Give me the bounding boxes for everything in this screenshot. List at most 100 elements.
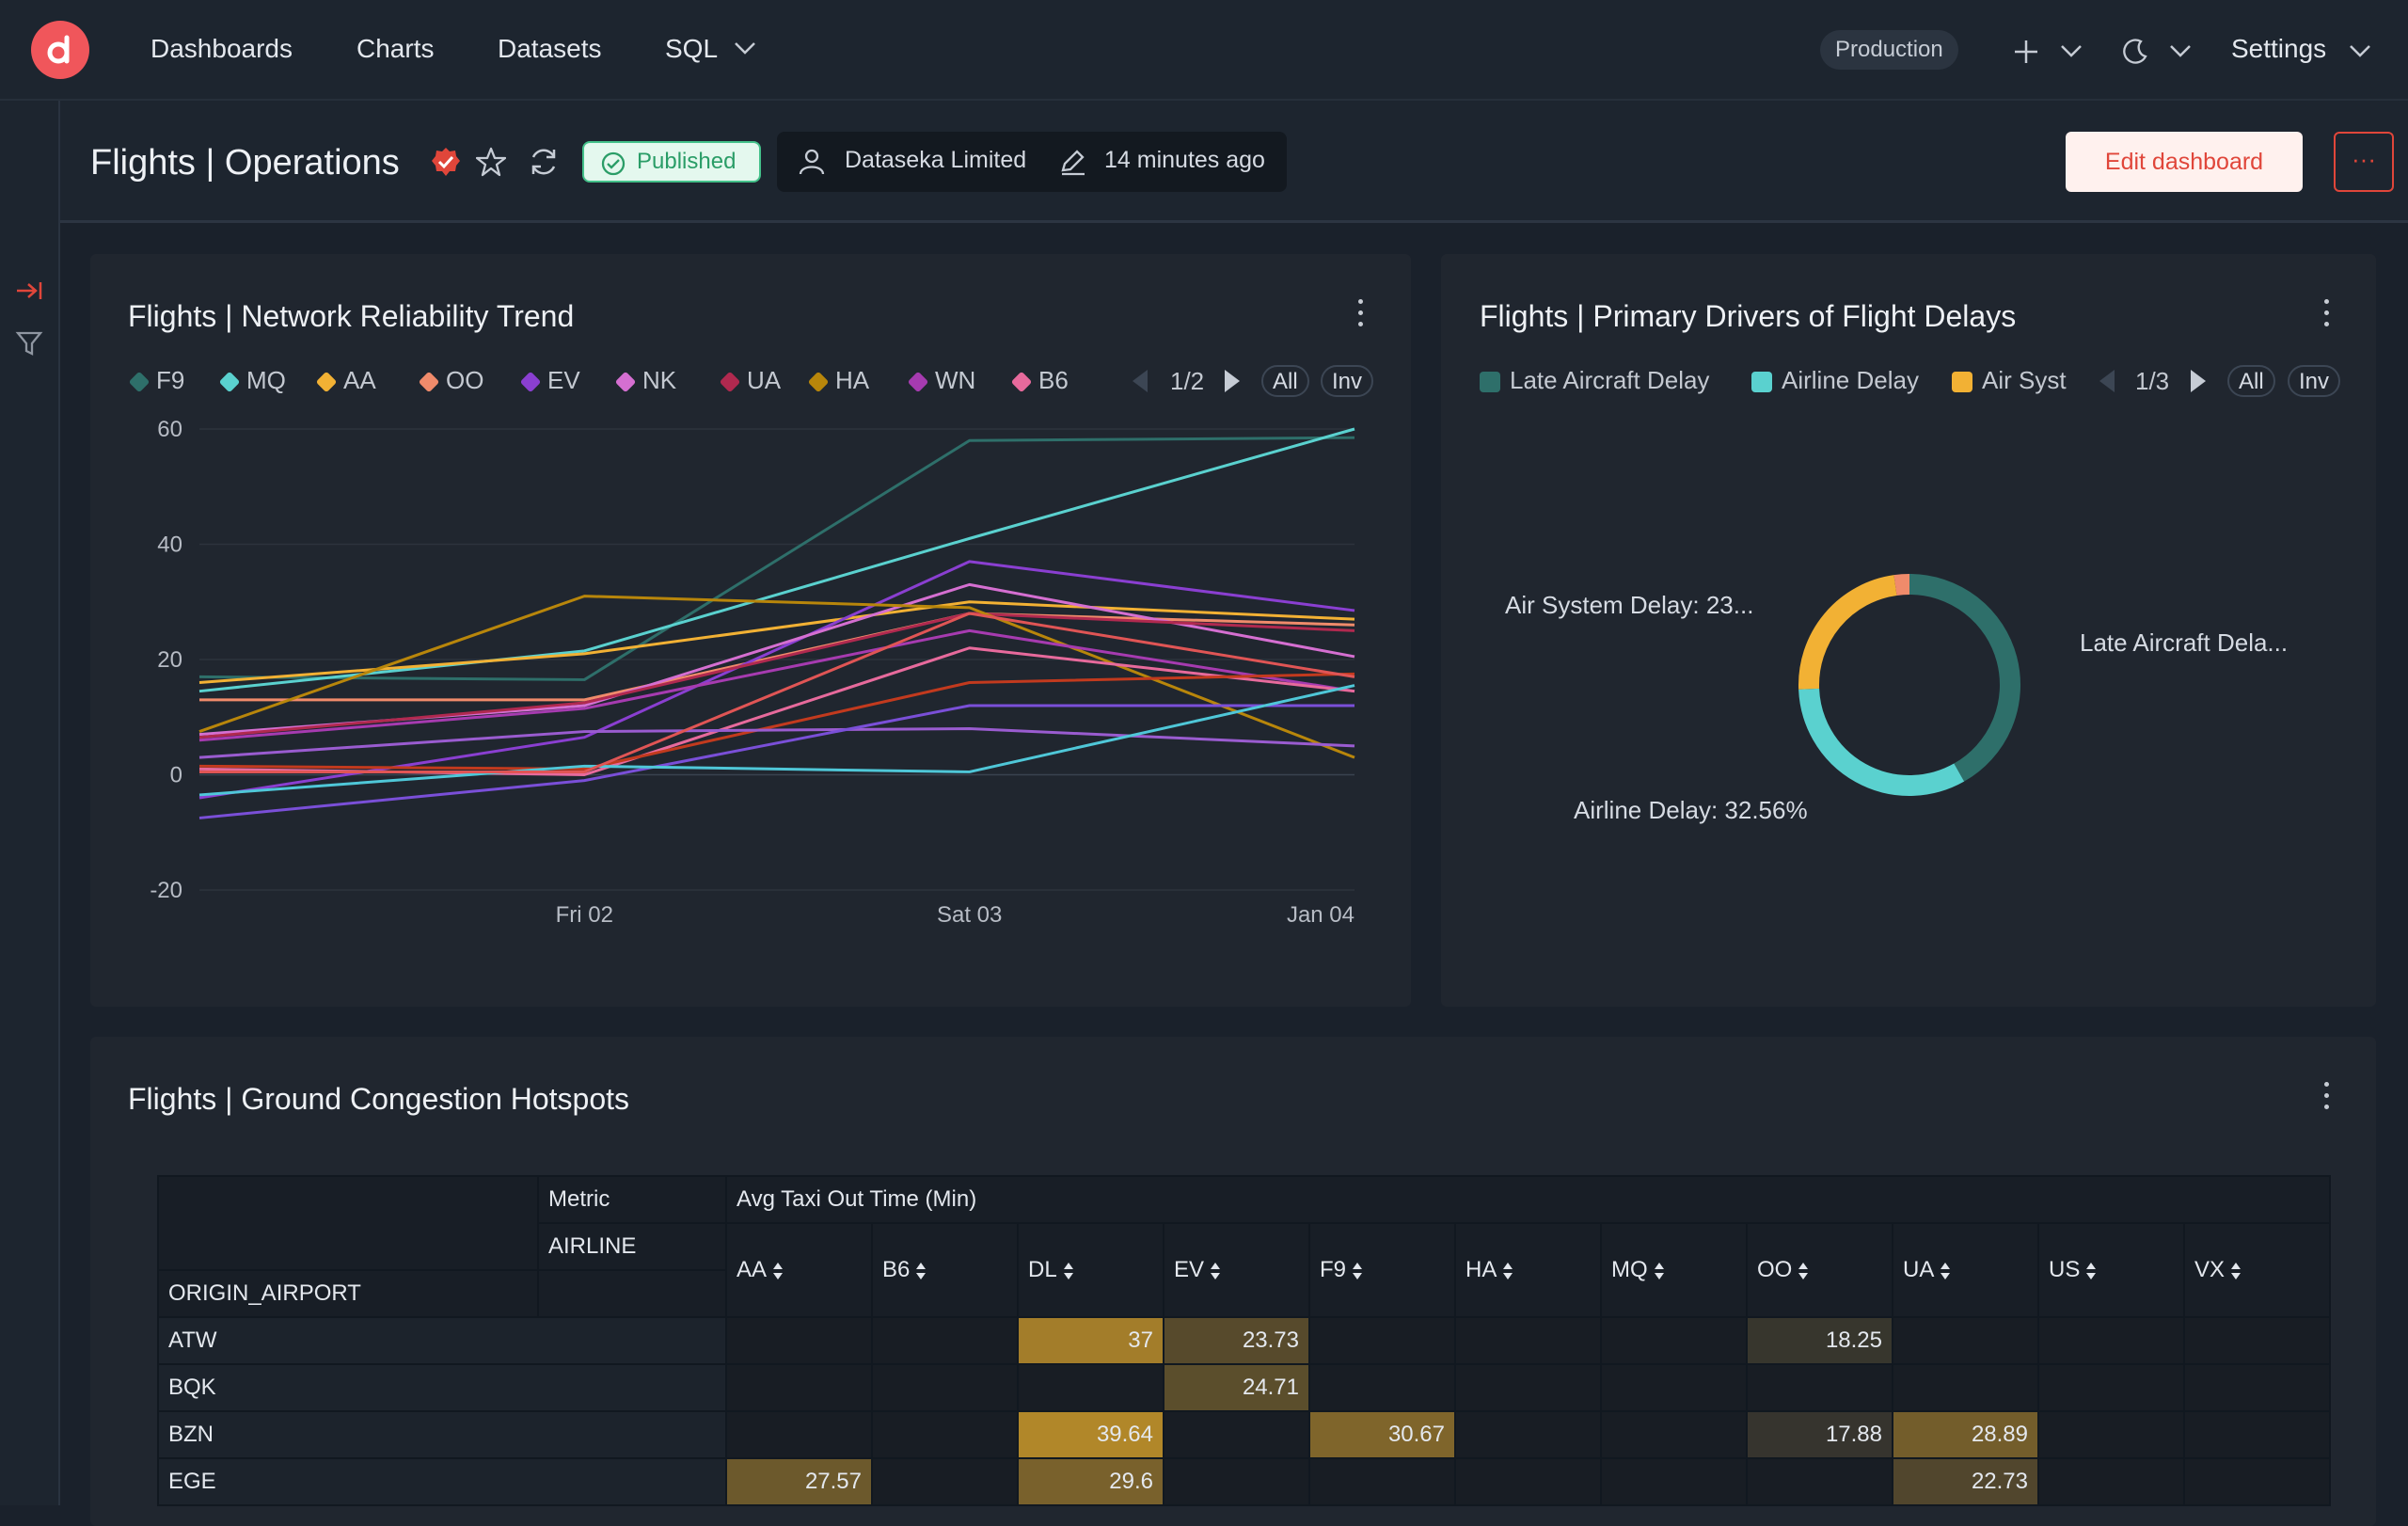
table-cell[interactable] [871, 1363, 1019, 1412]
donut-slice-air-system-delay[interactable] [1798, 575, 1897, 690]
row-header[interactable]: BQK [157, 1363, 727, 1412]
column-header-b6[interactable]: B6 [871, 1222, 1019, 1318]
kebab-menu-icon[interactable] [2324, 1082, 2330, 1114]
column-header-f9[interactable]: F9 [1308, 1222, 1456, 1318]
table-cell[interactable] [1600, 1410, 1748, 1459]
table-cell[interactable]: 29.6 [1017, 1457, 1164, 1506]
legend-item-ha[interactable]: HA [807, 366, 869, 395]
legend-item-airline[interactable]: Airline Delay [1751, 366, 1919, 395]
legend-item-ev[interactable]: EV [519, 366, 580, 395]
series-line-wn[interactable] [198, 628, 1355, 742]
legend-item-b6[interactable]: B6 [1010, 366, 1069, 395]
legend-next-icon[interactable] [2189, 368, 2208, 394]
table-cell[interactable]: 18.25 [1746, 1316, 1893, 1365]
legend-all-button[interactable]: All [1261, 365, 1309, 397]
table-cell[interactable] [1600, 1363, 1748, 1412]
table-cell[interactable] [2037, 1363, 2185, 1412]
table-cell[interactable]: 22.73 [1892, 1457, 2039, 1506]
legend-next-icon[interactable] [1223, 368, 1242, 394]
dashboard-title[interactable]: Flights | Operations [90, 143, 400, 183]
series-line-unnamed-10[interactable] [198, 672, 1355, 771]
legend-item-ua[interactable]: UA [719, 366, 781, 395]
table-cell[interactable] [1454, 1457, 1602, 1506]
table-cell[interactable] [1746, 1457, 1893, 1506]
table-cell[interactable] [1600, 1457, 1748, 1506]
edit-dashboard-button[interactable]: Edit dashboard [2066, 132, 2303, 192]
table-cell[interactable] [2183, 1363, 2331, 1412]
legend-item-air-system[interactable]: Air Syst [1952, 366, 2067, 395]
table-cell[interactable] [1454, 1410, 1602, 1459]
legend-invert-button[interactable]: Inv [1321, 365, 1374, 397]
series-line-unnamed-13[interactable] [198, 684, 1355, 797]
legend-item-late-aircraft[interactable]: Late Aircraft Delay [1480, 366, 1709, 395]
chevron-down-icon[interactable] [2060, 44, 2083, 59]
series-line-aa[interactable] [198, 600, 1355, 684]
table-cell[interactable] [2183, 1410, 2331, 1459]
sort-icon[interactable] [1063, 1262, 1074, 1280]
chevron-down-icon[interactable] [2169, 44, 2192, 59]
table-cell[interactable] [725, 1410, 873, 1459]
legend-item-nk[interactable]: NK [614, 366, 676, 395]
table-cell[interactable] [2037, 1316, 2185, 1365]
nav-settings[interactable]: Settings [2231, 34, 2327, 63]
table-cell[interactable] [1308, 1363, 1456, 1412]
table-cell[interactable]: 24.71 [1163, 1363, 1310, 1412]
column-header-ua[interactable]: UA [1892, 1222, 2039, 1318]
table-cell[interactable] [725, 1316, 873, 1365]
table-cell[interactable]: 39.64 [1017, 1410, 1164, 1459]
sort-icon[interactable] [1654, 1262, 1665, 1280]
legend-item-mq[interactable]: MQ [218, 366, 286, 395]
series-line-ua[interactable] [198, 612, 1355, 739]
published-badge[interactable]: Published [582, 141, 761, 183]
series-line-b6[interactable] [198, 646, 1355, 776]
plus-icon[interactable] [2014, 40, 2038, 64]
nav-dashboards[interactable]: Dashboards [150, 34, 293, 63]
table-cell[interactable] [725, 1363, 873, 1412]
table-cell[interactable]: 28.89 [1892, 1410, 2039, 1459]
table-cell[interactable]: 17.88 [1746, 1410, 1893, 1459]
row-header[interactable]: EGE [157, 1457, 727, 1506]
legend-invert-button[interactable]: Inv [2288, 365, 2341, 397]
table-cell[interactable] [1163, 1410, 1310, 1459]
kebab-menu-icon[interactable] [2324, 299, 2330, 331]
table-cell[interactable] [871, 1457, 1019, 1506]
series-line-ev[interactable] [198, 560, 1355, 800]
column-header-ev[interactable]: EV [1163, 1222, 1310, 1318]
legend-item-aa[interactable]: AA [315, 366, 376, 395]
series-line-f9[interactable] [198, 436, 1355, 681]
legend-prev-icon[interactable] [2098, 368, 2116, 394]
table-cell[interactable] [1892, 1363, 2039, 1412]
table-cell[interactable] [1454, 1316, 1602, 1365]
table-cell[interactable] [2037, 1457, 2185, 1506]
legend-all-button[interactable]: All [2227, 365, 2275, 397]
star-icon[interactable] [476, 147, 506, 177]
series-line-unnamed-12[interactable] [198, 704, 1354, 819]
chevron-down-icon[interactable] [734, 41, 756, 56]
sort-icon[interactable] [1352, 1262, 1363, 1280]
expand-sidebar-icon[interactable] [15, 279, 43, 302]
filter-icon[interactable] [15, 330, 43, 357]
table-cell[interactable]: 27.57 [725, 1457, 873, 1506]
refresh-icon[interactable] [528, 146, 560, 178]
table-cell[interactable] [2183, 1316, 2331, 1365]
legend-item-oo[interactable]: OO [418, 366, 483, 395]
donut-slice-late-aircraft-delay[interactable] [1909, 574, 2020, 782]
logo-icon[interactable] [31, 21, 89, 79]
column-header-oo[interactable]: OO [1746, 1222, 1893, 1318]
kebab-menu-icon[interactable] [1358, 299, 1364, 331]
more-options-button[interactable]: ··· [2334, 132, 2394, 192]
table-cell[interactable]: 30.67 [1308, 1410, 1456, 1459]
table-cell[interactable] [871, 1316, 1019, 1365]
column-header-us[interactable]: US [2037, 1222, 2185, 1318]
sort-icon[interactable] [1502, 1262, 1513, 1280]
table-cell[interactable] [1308, 1457, 1456, 1506]
nav-sql[interactable]: SQL [665, 34, 719, 63]
legend-item-f9[interactable]: F9 [128, 366, 184, 395]
column-header-dl[interactable]: DL [1017, 1222, 1164, 1318]
table-cell[interactable] [1163, 1457, 1310, 1506]
series-line-unnamed-14[interactable] [199, 612, 1355, 773]
sort-icon[interactable] [1798, 1262, 1809, 1280]
table-cell[interactable] [1017, 1363, 1164, 1412]
legend-prev-icon[interactable] [1131, 368, 1149, 394]
table-cell[interactable] [1454, 1363, 1602, 1412]
